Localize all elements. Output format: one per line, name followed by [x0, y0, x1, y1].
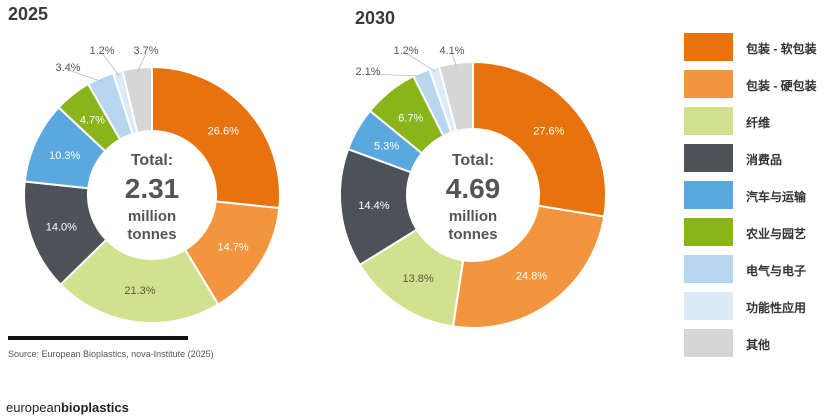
slice-label: 13.8% — [403, 273, 434, 285]
center-total-value: 4.69 — [446, 173, 501, 204]
slice-label: 4.7% — [80, 115, 105, 127]
donut-slice — [437, 60, 474, 133]
center-unit-label: million — [128, 208, 176, 225]
slice-label: 24.8% — [516, 270, 547, 282]
slice-label: 3.4% — [55, 62, 80, 74]
donut-slice — [151, 65, 281, 210]
brand-logo: europeanbioplastics — [6, 400, 129, 415]
slice-label: 4.1% — [439, 45, 464, 57]
slice-label: 2.1% — [355, 66, 380, 78]
legend-swatch — [684, 70, 733, 98]
slice-label: 5.3% — [374, 141, 399, 153]
slice-label: 1.2% — [89, 45, 114, 57]
leader-line — [367, 73, 423, 77]
legend-item: 农业与园艺 — [684, 215, 830, 252]
legend-swatch — [684, 144, 733, 172]
center-total-label: Total: — [131, 152, 173, 169]
legend-item: 汽车与运输 — [684, 178, 830, 215]
legend-swatch — [684, 181, 733, 209]
legend-label: 包装 - 软包装 — [746, 42, 817, 56]
leader-line — [67, 69, 103, 82]
legend-label: 包装 - 硬包装 — [746, 79, 817, 93]
center-total-value: 2.31 — [125, 173, 180, 204]
slice-label: 3.7% — [133, 45, 158, 57]
chart-2030-title: 2030 — [355, 8, 396, 28]
legend-label: 其他 — [746, 338, 771, 352]
legend-item: 功能性应用 — [684, 289, 830, 326]
legend-item: 纤维 — [684, 104, 830, 141]
legend-label: 汽车与运输 — [746, 190, 807, 204]
donut-slice — [121, 65, 153, 134]
slice-label: 21.3% — [124, 285, 155, 297]
leader-line — [101, 52, 120, 76]
legend-label: 电气与电子 — [746, 264, 807, 278]
leader-line — [137, 52, 147, 73]
center-total-label: Total: — [452, 152, 494, 169]
center-unit-label: million — [449, 208, 497, 225]
legend-swatch — [684, 292, 733, 320]
legend-label: 功能性应用 — [746, 301, 807, 315]
legend-swatch — [684, 107, 733, 135]
leader-line — [405, 52, 436, 72]
slice-label: 6.7% — [398, 112, 423, 124]
legend-item: 包装 - 硬包装 — [684, 67, 830, 104]
legend: 包装 - 软包装 包装 - 硬包装 纤维消费品汽车与运输农业与园艺电气与电子功能性应… — [684, 30, 830, 363]
chart-2025-title: 2025 — [8, 4, 49, 24]
source-note: Source: European Bioplastics, nova-Insti… — [8, 349, 214, 359]
legend-swatch — [684, 255, 733, 283]
legend-item: 包装 - 软包装 — [684, 30, 830, 67]
donut-slice — [451, 204, 606, 329]
leader-line — [451, 52, 457, 68]
legend-item: 电气与电子 — [684, 252, 830, 289]
legend-swatch — [684, 218, 733, 246]
slice-label: 14.0% — [46, 222, 77, 234]
legend-item: 消费品 — [684, 141, 830, 178]
donut-chart-2025: 26.6% 14.7% 21.3% 14.0% 10.3% 4.7% 3.4% 1.2% 3.7… — [23, 45, 281, 324]
donut-chart-2030: 27.6% 24.8% 13.8% 14.4% 5.3% 6.7% 2.1% 1.2% 4.1%… — [339, 45, 607, 329]
legend-item: 其他 — [684, 326, 830, 363]
center-unit-label: tonnes — [448, 226, 497, 243]
slice-label: 26.6% — [208, 126, 239, 138]
legend-label: 纤维 — [746, 116, 771, 130]
legend-swatch — [684, 329, 733, 357]
slice-label: 14.4% — [358, 200, 389, 212]
brand-light: european — [6, 400, 61, 415]
legend-label: 消费品 — [746, 153, 783, 167]
source-rule — [8, 336, 188, 340]
donut-slice — [472, 60, 607, 218]
legend-label: 农业与园艺 — [746, 227, 807, 241]
slice-label: 1.2% — [393, 45, 418, 57]
donut-slice — [59, 238, 220, 324]
slice-label: 10.3% — [49, 150, 80, 162]
slice-label: 27.6% — [533, 126, 564, 138]
slice-label: 14.7% — [218, 241, 249, 253]
legend-swatch — [684, 33, 733, 61]
brand-bold: bioplastics — [60, 400, 129, 415]
center-unit-label: tonnes — [127, 226, 176, 243]
